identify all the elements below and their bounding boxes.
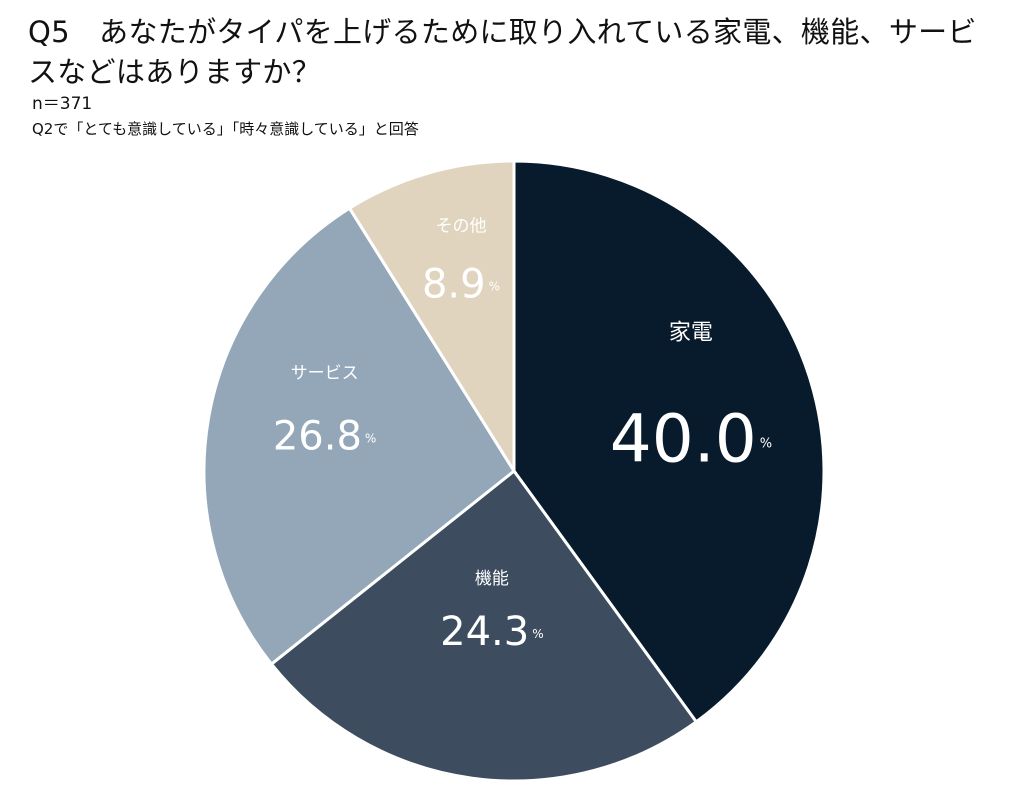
slice-value-2: 26.8%: [273, 414, 376, 460]
slice-value-0: 40.0%: [610, 401, 772, 478]
slice-value-1: 24.3%: [440, 609, 543, 655]
respondent-basis: Q2で「とても意識している」「時々意識している」と回答: [32, 120, 419, 138]
pie-slice-3: [348, 159, 516, 473]
sample-size: n＝371: [32, 94, 93, 114]
slice-label-1: 機能: [475, 569, 509, 589]
slice-value-3: 8.9%: [422, 261, 500, 307]
pie-slice-2: [202, 206, 516, 666]
chart-title: Q5 あなたがタイパを上げるために取り入れている家電、機能、サービスなどはありま…: [28, 15, 977, 89]
slice-label-3: その他: [436, 216, 487, 236]
slice-label-0: 家電: [669, 321, 713, 346]
pie-slice-0: [512, 159, 826, 724]
slice-label-2: サービス: [291, 364, 359, 384]
pie-slice-1: [269, 469, 698, 783]
